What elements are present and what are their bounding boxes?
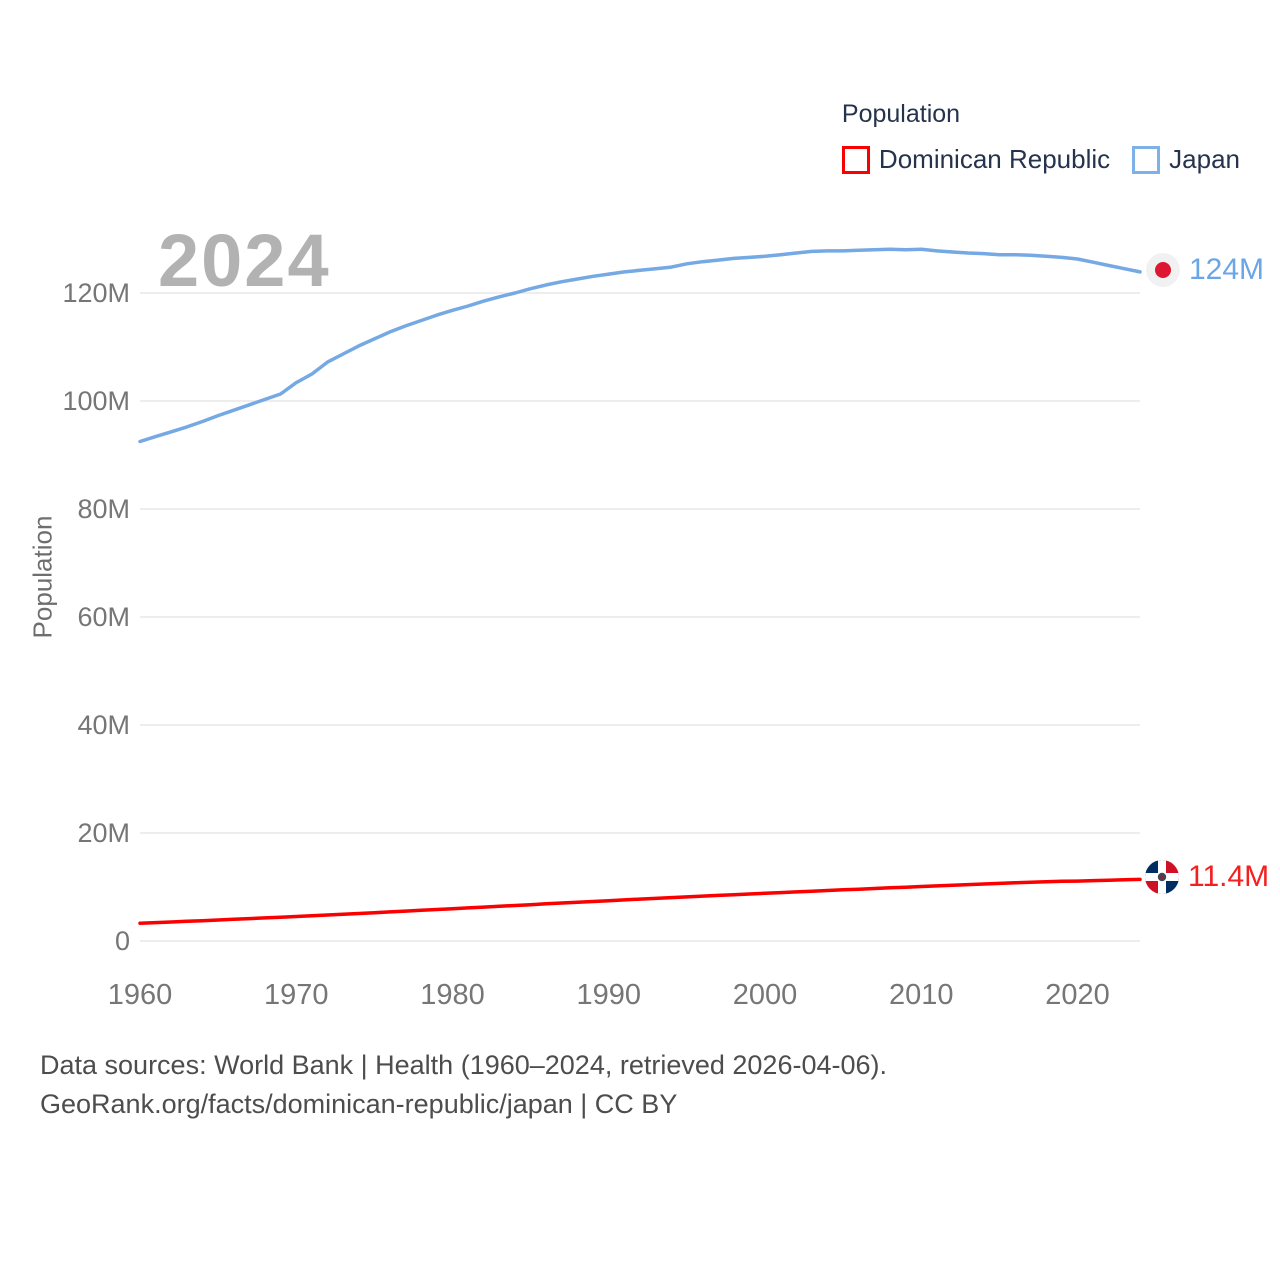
year-watermark: 2024 <box>158 219 331 302</box>
dominican-republic-end-marker: 11.4M <box>1145 860 1269 894</box>
footer-attribution: GeoRank.org/facts/dominican-republic/jap… <box>40 1089 678 1119</box>
y-tick-label: 80M <box>77 494 130 524</box>
y-tick-label: 40M <box>77 710 130 740</box>
dominican-republic-end-value: 11.4M <box>1188 860 1270 893</box>
y-axis-title: Population <box>27 515 58 639</box>
dominican-republic-flag-icon <box>1145 860 1179 894</box>
legend-title: Population <box>841 100 961 128</box>
y-tick-label: 120M <box>62 278 130 308</box>
x-tick-label: 1970 <box>264 979 329 1011</box>
y-tick-label: 0 <box>115 926 130 956</box>
x-tick-label: 2020 <box>1045 979 1110 1011</box>
series-line-japan <box>138 247 1142 444</box>
y-tick-label: 60M <box>77 602 130 632</box>
x-tick-label: 1990 <box>576 979 641 1011</box>
legend-label: Japan <box>1169 144 1240 174</box>
legend-item-dominican-republic[interactable]: Dominican Republic <box>841 144 1111 175</box>
japan-flag-dot <box>1155 262 1171 278</box>
series-line-dominican-republic <box>138 877 1142 925</box>
x-tick-label: 1960 <box>108 979 173 1011</box>
y-tick-label: 100M <box>62 386 130 416</box>
legend-items: Dominican Republic Japan <box>841 144 1240 175</box>
footer: Data sources: World Bank | Health (1960–… <box>40 1046 887 1124</box>
x-tick-label: 2010 <box>889 979 954 1011</box>
legend-item-japan[interactable]: Japan <box>1132 144 1240 175</box>
japan-flag-icon <box>1146 253 1180 287</box>
x-tick-label: 1980 <box>420 979 485 1011</box>
x-tick-label: 2000 <box>733 979 798 1011</box>
dominican-republic-swatch-icon <box>841 145 870 174</box>
japan-end-value: 124M <box>1189 253 1265 286</box>
japan-swatch-icon <box>1132 145 1161 174</box>
japan-end-marker: 124M <box>1146 253 1264 287</box>
footer-data-sources: Data sources: World Bank | Health (1960–… <box>40 1050 887 1080</box>
legend-label: Dominican Republic <box>878 144 1111 174</box>
legend: Population Dominican Republic Japan <box>841 100 1240 175</box>
y-tick-label: 20M <box>77 818 130 848</box>
